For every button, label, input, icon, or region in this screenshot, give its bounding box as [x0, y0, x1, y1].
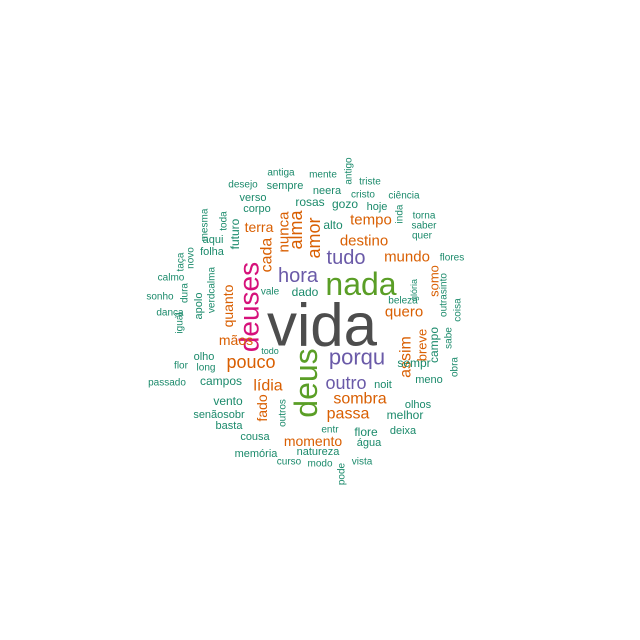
cloud-word: natureza	[297, 446, 341, 458]
cloud-word: cousa	[240, 431, 270, 443]
cloud-word: quanto	[220, 284, 236, 327]
cloud-word: fado	[254, 394, 270, 421]
cloud-word: apolo	[193, 293, 205, 320]
cloud-word: ciência	[388, 191, 420, 202]
cloud-word: igual	[175, 312, 186, 333]
cloud-word: flores	[440, 253, 464, 264]
cloud-word: quero	[385, 304, 423, 321]
cloud-word: deus	[288, 348, 324, 417]
cloud-word: sombra	[333, 391, 386, 408]
cloud-word: cada	[259, 238, 276, 273]
cloud-word: sonho	[146, 292, 174, 303]
cloud-word: desejo	[228, 180, 258, 191]
cloud-word: glória	[409, 279, 419, 301]
cloud-word: quer	[412, 231, 433, 242]
cloud-word: flor	[174, 361, 189, 372]
cloud-word: beleza	[388, 296, 418, 307]
cloud-word: mente	[309, 170, 337, 181]
cloud-word: tudo	[327, 247, 366, 269]
cloud-word: curso	[277, 457, 302, 468]
cloud-word: mundo	[384, 249, 430, 266]
cloud-word: calmo	[158, 273, 185, 284]
cloud-word: futuro	[228, 218, 242, 249]
cloud-word: meno	[415, 374, 443, 386]
cloud-word: modo	[307, 459, 332, 470]
cloud-word: assim	[398, 336, 415, 378]
cloud-word: rosas	[295, 195, 324, 209]
cloud-word: sabe	[444, 327, 455, 349]
cloud-word: olhos	[405, 399, 432, 411]
cloud-word: verdcalma	[207, 267, 218, 314]
cloud-word: vida	[267, 292, 378, 359]
cloud-word: obra	[450, 357, 461, 377]
cloud-word: alma	[286, 210, 306, 250]
cloud-word: campos	[200, 374, 242, 388]
cloud-word: gozo	[332, 197, 358, 211]
cloud-word: dura	[180, 283, 191, 303]
cloud-word: lídia	[253, 378, 282, 395]
cloud-word: outro	[325, 373, 366, 393]
cloud-word: cristo	[351, 190, 375, 201]
cloud-word: porqu	[329, 345, 385, 370]
cloud-word: basta	[216, 420, 244, 432]
cloud-word: deixa	[390, 425, 417, 437]
cloud-word: água	[357, 437, 382, 449]
cloud-word: outros	[278, 399, 289, 427]
cloud-word: hora	[278, 265, 319, 287]
cloud-word: novo	[186, 247, 197, 269]
cloud-word: alto	[323, 218, 343, 232]
cloud-word: tempo	[350, 212, 392, 229]
cloud-word: passa	[327, 406, 370, 423]
cloud-word: toda	[219, 211, 230, 231]
cloud-word: torna	[413, 211, 436, 222]
cloud-word: terra	[245, 219, 274, 235]
cloud-word: olho	[194, 351, 215, 363]
cloud-word: triste	[359, 177, 381, 188]
cloud-word: mãos	[219, 332, 253, 348]
cloud-word: somo	[427, 265, 442, 297]
cloud-word: memória	[235, 448, 279, 460]
cloud-word: pouco	[226, 352, 275, 372]
cloud-word: corpo	[243, 203, 271, 215]
cloud-word: vale	[261, 287, 280, 298]
cloud-word: aqui	[203, 234, 224, 246]
cloud-word: long	[197, 363, 216, 374]
cloud-word: amor	[304, 217, 324, 258]
cloud-word: breve	[415, 329, 430, 362]
cloud-word: pode	[337, 462, 348, 485]
cloud-word: nunca	[276, 211, 293, 253]
cloud-word: folha	[200, 246, 225, 258]
cloud-word: sempr	[397, 356, 430, 370]
cloud-word: outrasinto	[439, 273, 450, 317]
cloud-word: antiga	[267, 168, 295, 179]
cloud-word: passado	[148, 378, 186, 389]
cloud-word: antigo	[344, 157, 355, 185]
cloud-word: dança	[156, 308, 184, 319]
cloud-word: entr	[321, 425, 339, 436]
cloud-word: vista	[352, 457, 373, 468]
cloud-word: verso	[240, 192, 267, 204]
cloud-word: vento	[213, 394, 243, 408]
cloud-word: deuses	[234, 262, 265, 352]
cloud-word: melhor	[387, 408, 424, 422]
cloud-word: senãosobr	[193, 409, 245, 421]
cloud-word: taça	[176, 252, 187, 271]
cloud-word: saber	[411, 221, 437, 232]
cloud-word: nada	[325, 266, 396, 302]
cloud-word: sempre	[267, 180, 304, 192]
cloud-word: neera	[313, 185, 342, 197]
cloud-word: momento	[284, 433, 343, 449]
cloud-word: campo	[427, 327, 441, 363]
cloud-word: hoje	[367, 201, 388, 213]
cloud-word: dado	[292, 285, 319, 299]
cloud-word: mesma	[200, 208, 211, 241]
cloud-word: coisa	[453, 298, 464, 322]
cloud-word: todo	[261, 346, 279, 356]
cloud-word: noit	[374, 379, 392, 391]
cloud-word: flore	[354, 425, 378, 439]
cloud-word: destino	[340, 233, 388, 250]
cloud-word: inda	[395, 204, 406, 223]
